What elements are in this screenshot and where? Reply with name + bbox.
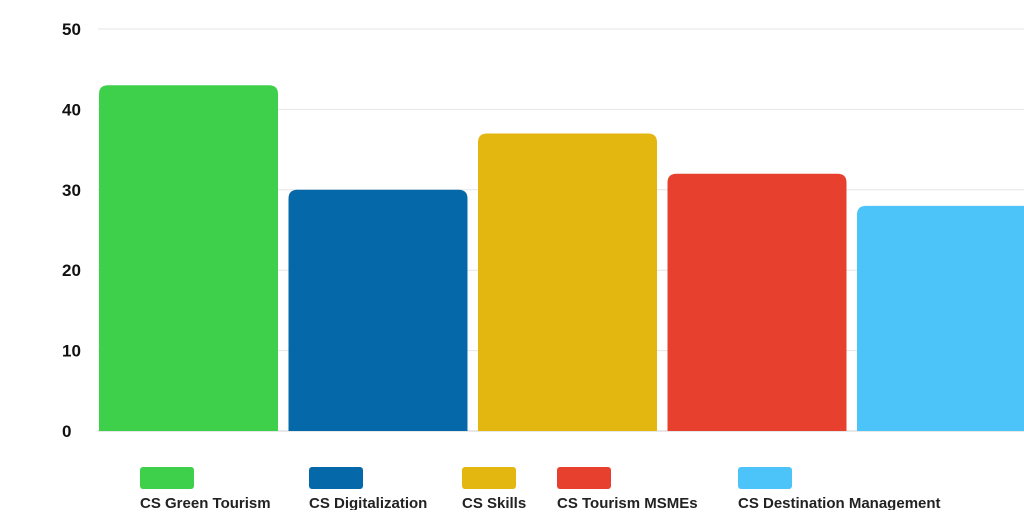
- legend-swatch: [738, 467, 792, 489]
- legend-swatch: [309, 467, 363, 489]
- y-axis-tick-labels: 0 10 20 30 40 50: [62, 20, 81, 441]
- bar-cs-green-tourism: [99, 85, 278, 431]
- legend: CS Green Tourism CS Digitalization CS Skil…: [140, 467, 941, 512]
- legend-swatch: [557, 467, 611, 489]
- y-tick-label: 30: [62, 181, 81, 200]
- legend-swatch: [140, 467, 194, 489]
- legend-label: CS Digitalization: [309, 495, 427, 510]
- legend-label: CS Destination Management: [738, 495, 941, 510]
- bar-cs-digitalization: [288, 189, 468, 431]
- bar-cs-destination-management: [857, 205, 1024, 431]
- bars: [99, 85, 1024, 431]
- legend-label: CS Skills: [462, 495, 526, 510]
- y-tick-label: 50: [62, 20, 81, 39]
- y-tick-label: 0: [62, 422, 71, 441]
- legend-label: CS Tourism MSMEs: [557, 495, 698, 510]
- y-tick-label: 40: [62, 100, 81, 119]
- y-tick-label: 20: [62, 261, 81, 280]
- bar-cs-tourism-msmes: [667, 173, 847, 431]
- legend-swatch: [462, 467, 516, 489]
- bar-cs-skills: [478, 133, 657, 431]
- legend-label: CS Green Tourism: [140, 495, 271, 510]
- y-tick-label: 10: [62, 342, 81, 361]
